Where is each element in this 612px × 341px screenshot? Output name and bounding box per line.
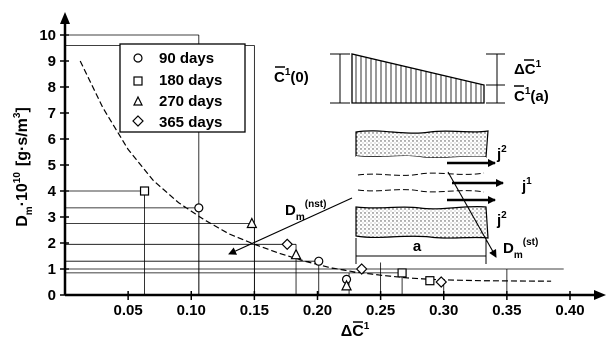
dnst-sub: m [296,212,305,223]
marker-365-days-2 [435,276,448,288]
legend-label-180: 180 days [159,72,222,89]
j1-label: j1 [521,176,532,195]
y-axis-label-exp: 10 [12,172,23,184]
concentration-profile [351,53,485,104]
y-tick-label-9: 9 [48,53,56,70]
y-tick-label-7: 7 [48,105,56,122]
x-tick-label-0.25: 0.25 [366,302,395,319]
j2-top-sup: 2 [501,144,507,155]
legend-label-365: 365 days [159,114,222,131]
marker-180-days-2 [425,276,435,286]
y-axis-label-mid: ·10 [14,183,31,206]
middle-layer [356,156,486,209]
x-tick-label-0.15: 0.15 [240,302,269,319]
legend-marker-90 [133,53,143,63]
ca-label-arg: (a) [530,88,548,105]
upper-dotted-layer [355,130,489,159]
ca-label: C1(a) [514,86,549,105]
marker-365-days-0 [281,238,294,251]
y-tick-label-10: 10 [39,27,56,44]
y-tick-label-8: 8 [48,79,56,96]
dst-sup: (st) [523,237,539,248]
dst-label: Dm(st) [503,237,538,261]
y-tick-label-1: 1 [48,261,56,278]
c0-label: C1(0) [274,67,309,86]
c0-label-sup: 1 [285,67,291,78]
j2-bottom-main: j [496,212,501,229]
y-axis-label: Dm·1010 [g·s/m3] [12,107,35,227]
y-tick-label-3: 3 [48,209,56,226]
data-markers [139,186,448,291]
layer-schematic: j2 j1 j2 a [355,130,532,264]
legend-label-270: 270 days [159,93,222,110]
dnst-label: Dm(nst) [285,199,326,223]
y-tick-label-2: 2 [48,235,56,252]
concentration-hatching [355,54,482,103]
marker-365-days-1 [355,263,368,275]
fitted-curve [79,60,552,282]
y-axis-label-unit-close: ] [14,107,31,112]
j1-sup: 1 [526,176,532,187]
x-axis-label: ΔC1 [341,321,370,340]
x-axis-label-main: ΔC [341,323,365,340]
y-axis-label-sub: m [24,206,35,215]
marker-180-days-1 [397,268,407,278]
j1-main: j [521,178,526,195]
y-axis-label-main: D [14,215,31,227]
dashed-streamline-2 [357,189,485,193]
dst-arrow [447,171,497,258]
lower-dotted-layer [355,206,489,239]
a-label: a [413,238,422,255]
x-tick-label-0.30: 0.30 [429,302,458,319]
marker-90-days-0 [194,203,204,213]
legend-marker-270 [133,95,143,106]
dnst-main: D [285,202,296,219]
ticks [60,34,571,300]
dnst-sup: (nst) [305,199,327,210]
x-axis-arrow [594,290,606,300]
ca-label-sup: 1 [525,86,531,97]
legend-marker-180 [133,76,143,86]
ca-label-main: C [514,88,525,105]
legend-marker-365 [132,115,144,127]
y-tick-label-6: 6 [48,131,56,148]
dashed-streamline-1 [357,172,485,176]
x-axis-label-sup: 1 [364,321,370,332]
dc-label-main: ΔC [514,61,536,78]
marker-270-days-0 [246,217,258,229]
y-tick-label-4: 4 [48,183,57,200]
j2-bottom-sup: 2 [501,210,507,221]
marker-270-days-2 [341,279,353,291]
concentration-profile-inset: C1(0) ΔC1 C1(a) [274,53,549,105]
c0-label-main: C [274,69,285,86]
dc-label-sup: 1 [536,59,542,70]
c0-label-arg: (0) [290,69,308,86]
y-axis-arrow [60,12,70,24]
dst-main: D [503,240,514,257]
y-tick-label-5: 5 [48,157,56,174]
y-tick-label-0: 0 [48,287,56,304]
x-tick-label-0.40: 0.40 [555,302,584,319]
x-tick-label-0.35: 0.35 [492,302,521,319]
dc-label: ΔC1 [514,59,542,78]
marker-270-days-1 [290,248,302,260]
reference-lines [65,34,564,295]
y-axis-label-unit: [g·s/m [14,118,31,166]
j2-top-label: j2 [496,144,507,163]
dst-sub: m [514,250,523,261]
legend: 90 days 180 days 270 days 365 days [119,43,246,133]
marker-90-days-1 [314,256,324,266]
j2-bottom-label: j2 [496,210,507,229]
x-tick-label-0.05: 0.05 [114,302,143,319]
dnst-arrow [228,197,353,255]
j2-top-main: j [496,146,501,163]
x-tick-label-0.20: 0.20 [303,302,332,319]
tick-labels: 0 1 2 3 4 5 6 7 8 9 10 0.05 0.10 0.15 0.20 0.25 0.30 0.35… [39,27,584,319]
y-axis-label-unit-exp: 3 [12,112,23,118]
x-tick-label-0.10: 0.10 [177,302,206,319]
marker-180-days-0 [139,186,150,196]
legend-label-90: 90 days [159,50,214,67]
